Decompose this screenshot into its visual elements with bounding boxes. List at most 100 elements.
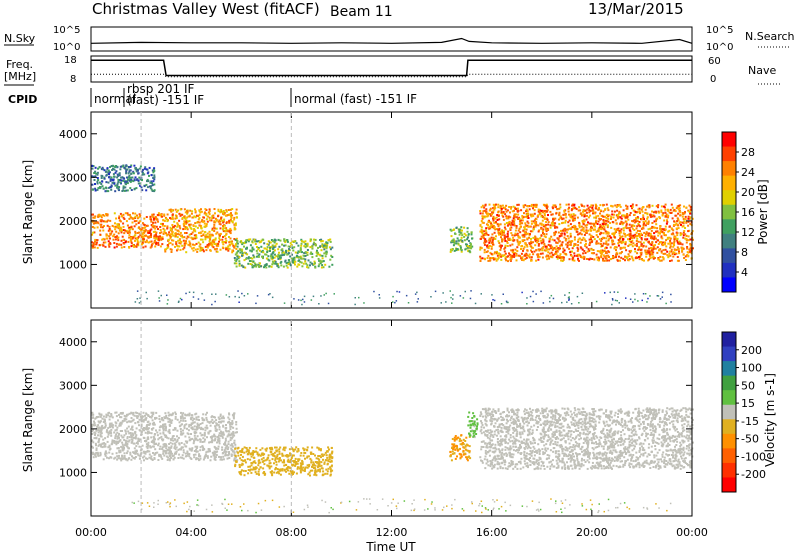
heatmap-cell (465, 243, 467, 246)
heatmap-cell (577, 209, 580, 212)
heatmap-cell (512, 236, 515, 239)
heatmap-cell (91, 183, 94, 186)
heatmap-cell (684, 227, 686, 229)
heatmap-cell (310, 299, 313, 301)
heatmap-cell (99, 214, 102, 217)
heatmap-cell (167, 446, 170, 449)
heatmap-cell (562, 221, 565, 224)
heatmap-cell (677, 259, 680, 262)
heatmap-cell (511, 220, 514, 223)
heatmap-cell (259, 262, 261, 265)
heatmap-cell (506, 245, 509, 247)
heatmap-cell (229, 208, 232, 211)
heatmap-cell (250, 250, 253, 253)
heatmap-cell (687, 215, 690, 218)
heatmap-cell (227, 209, 230, 211)
heatmap-cell (265, 263, 268, 266)
heatmap-cell (532, 241, 534, 244)
heatmap-cell (114, 228, 117, 231)
heatmap-cell (571, 226, 574, 229)
heatmap-cell (127, 240, 130, 243)
heatmap-cell (671, 232, 674, 235)
heatmap-cell (528, 256, 531, 259)
heatmap-cell (480, 293, 482, 295)
heatmap-cell (144, 440, 146, 442)
heatmap-cell (153, 167, 156, 170)
heatmap-cell (579, 256, 582, 258)
heatmap-cell (95, 241, 98, 244)
heatmap-cell (169, 233, 172, 236)
heatmap-cell (588, 222, 591, 225)
heatmap-cell (152, 218, 155, 221)
heatmap-cell (176, 229, 179, 232)
heatmap-cell (456, 248, 459, 251)
heatmap-cell (241, 264, 243, 267)
heatmap-cell (558, 211, 561, 214)
heatmap-cell (314, 262, 316, 265)
heatmap-cell (560, 229, 562, 232)
heatmap-cell (674, 223, 677, 226)
heatmap-cell (525, 252, 528, 255)
heatmap-cell (598, 206, 600, 209)
heatmap-cell (529, 230, 532, 233)
heatmap-cell (558, 240, 561, 243)
heatmap-cell (562, 228, 565, 231)
heatmap-cell (682, 213, 685, 216)
heatmap-cell (178, 442, 181, 445)
heatmap-cell (515, 226, 518, 229)
heatmap-cell (201, 417, 204, 420)
heatmap-cell (130, 458, 133, 461)
heatmap-cell (118, 413, 120, 416)
heatmap-cell (615, 254, 618, 257)
heatmap-cell (121, 235, 124, 238)
heatmap-cell (656, 230, 659, 233)
heatmap-cell (157, 212, 160, 215)
heatmap-cell (101, 226, 104, 229)
heatmap-cell (176, 429, 179, 432)
heatmap-cell (647, 220, 650, 223)
heatmap-cell (195, 450, 198, 453)
heatmap-cell (321, 240, 324, 243)
heatmap-cell (314, 238, 317, 241)
heatmap-cell (605, 203, 608, 206)
heatmap-cell (182, 457, 185, 460)
heatmap-cell (183, 443, 186, 446)
heatmap-cell (99, 229, 102, 232)
heatmap-cell (96, 239, 99, 242)
heatmap-cell (109, 233, 112, 236)
heatmap-cell (101, 417, 104, 420)
heatmap-cell (222, 225, 224, 227)
heatmap-cell (499, 253, 502, 256)
heatmap-cell (522, 204, 525, 207)
heatmap-cell (674, 249, 677, 252)
heatmap-cell (178, 238, 181, 241)
heatmap-cell (277, 238, 280, 241)
heatmap-cell (277, 255, 279, 258)
heatmap-cell (121, 412, 124, 415)
heatmap-cell (185, 445, 188, 448)
heatmap-cell (600, 251, 603, 254)
heatmap-cell (570, 213, 573, 216)
heatmap-cell (565, 216, 568, 219)
heatmap-cell (560, 216, 563, 219)
heatmap-cell (119, 181, 122, 184)
heatmap-cell (158, 415, 161, 418)
heatmap-cell (255, 249, 258, 252)
heatmap-cell (582, 226, 585, 229)
heatmap-cell (599, 226, 601, 229)
heatmap-cell (194, 237, 197, 240)
heatmap-cell (163, 231, 166, 234)
heatmap-cell (183, 427, 186, 430)
heatmap-cell (528, 234, 531, 237)
heatmap-cell (691, 217, 694, 220)
heatmap-cell (520, 252, 523, 255)
heatmap-cell (460, 236, 463, 239)
heatmap-cell (568, 296, 570, 298)
heatmap-cell (225, 239, 228, 242)
heatmap-cell (283, 253, 286, 256)
heatmap-cell (459, 246, 462, 249)
heatmap-cell (170, 217, 173, 220)
heatmap-cell (198, 231, 200, 234)
heatmap-cell (234, 253, 237, 256)
heatmap-cell (254, 263, 257, 266)
